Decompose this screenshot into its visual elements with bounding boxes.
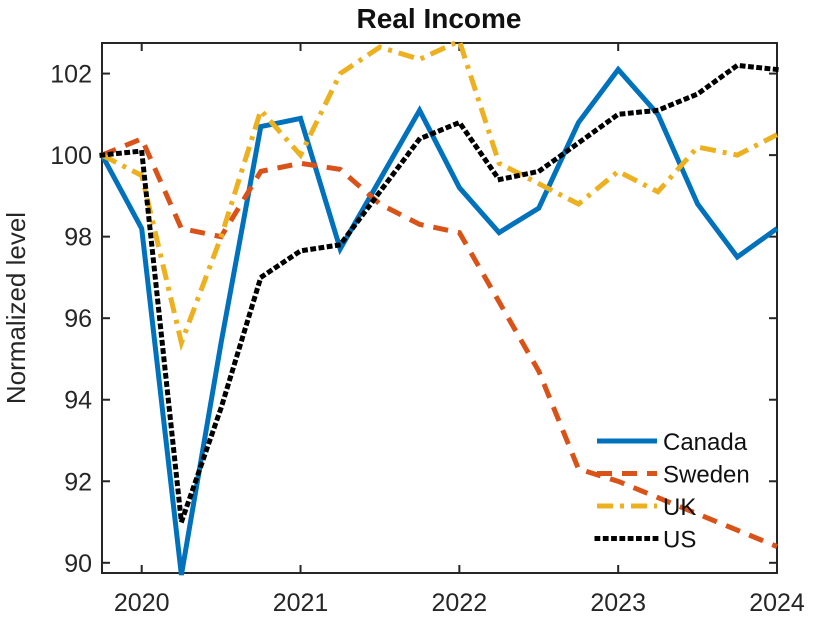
y-tick-label: 98 — [64, 224, 92, 252]
legend-label-sweden: Sweden — [663, 462, 750, 489]
legend-label-us: US — [663, 527, 696, 554]
chart-title: Real Income — [357, 3, 522, 34]
legend: Canada Sweden UK US — [594, 429, 750, 554]
plot-box — [101, 42, 778, 574]
y-tick-label: 102 — [50, 61, 92, 89]
y-tick-label: 92 — [64, 468, 92, 496]
x-tick-label: 2020 — [114, 589, 170, 617]
plot-area: 2020 2021 2022 2023 2024 90 92 94 96 98 100 102 — [50, 37, 805, 617]
x-tick-label: 2024 — [749, 589, 805, 617]
y-tick-label: 94 — [64, 387, 92, 415]
y-tick-label: 96 — [64, 305, 92, 333]
y-tick-label: 100 — [50, 142, 92, 170]
x-tick-label: 2022 — [432, 589, 488, 617]
y-tick-label: 90 — [64, 550, 92, 578]
legend-label-uk: UK — [663, 494, 696, 521]
series-line-sweden — [101, 135, 778, 549]
legend-label-canada: Canada — [663, 429, 748, 456]
x-tick-label: 2023 — [590, 589, 646, 617]
x-tick-label: 2021 — [273, 589, 329, 617]
series-line-canada — [99, 65, 779, 576]
y-axis-label: Normalized level — [1, 212, 31, 404]
series-line-us — [99, 62, 780, 523]
series-line-uk — [100, 37, 779, 352]
